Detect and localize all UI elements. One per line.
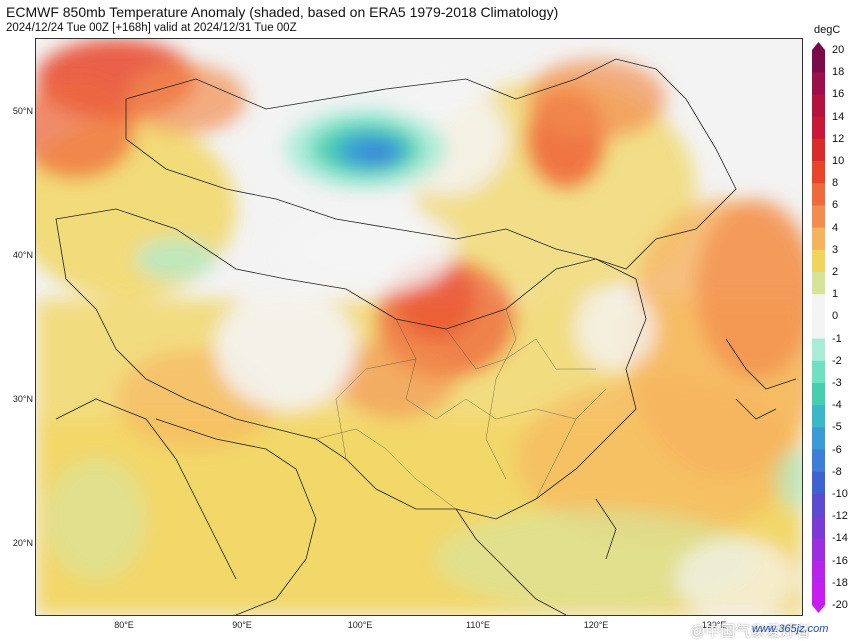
colorbar-tick-label: 1 (832, 288, 839, 301)
map-svg (36, 39, 802, 615)
colorbar-tick-label: 6 (832, 199, 839, 212)
colorbar-swatch (812, 494, 825, 517)
colorbar-swatch (812, 72, 825, 95)
lon-label-130e: 130°E (701, 620, 727, 630)
colorbar-tick-label: -4 (832, 399, 842, 412)
colorbar-swatch (812, 538, 825, 562)
site-watermark: www.365jz.com (752, 623, 829, 635)
colorbar-swatch (812, 272, 825, 295)
colorbar-swatch (812, 294, 825, 317)
temperature-anomaly-shading (36, 39, 802, 615)
country-borders (55, 58, 797, 615)
colorbar-tick-label: 0 (832, 310, 839, 323)
lat-label-30n: 30°N (12, 394, 33, 404)
colorbar-swatch (812, 227, 825, 251)
colorbar-swatch (812, 449, 825, 473)
colorbar-swatch (812, 161, 825, 184)
watermark-text: @中国气象爱好者 (690, 623, 811, 640)
lat-label-20n: 20°N (12, 538, 33, 548)
colorbar-swatch (812, 205, 825, 229)
colorbar-swatch (812, 116, 825, 140)
colorbar-swatch (812, 360, 825, 384)
colorbar-swatch (812, 582, 825, 606)
colorbar-swatch (812, 427, 825, 451)
lon-label-100e: 100°E (347, 620, 373, 630)
colorbar-tick-label: 18 (832, 66, 845, 79)
colorbar-swatch (812, 471, 825, 495)
colorbar-swatch (812, 94, 825, 118)
colorbar-tick-label: -1 (832, 332, 842, 345)
lon-label-80e: 80°E (114, 620, 134, 630)
colorbar-tick-label: -16 (832, 554, 848, 567)
colorbar-tick-label: -18 (832, 576, 848, 589)
colorbar-tick-label: 10 (832, 155, 845, 167)
colorbar-swatch (812, 338, 825, 362)
lat-label-40n: 40°N (12, 250, 33, 260)
colorbar-swatch (812, 138, 825, 162)
colorbar-tick-label: -8 (832, 465, 842, 478)
colorbar-unit: degC (814, 24, 841, 36)
colorbar-tick-label: 16 (832, 88, 845, 101)
colorbar-tick-label: 3 (832, 243, 839, 256)
province-borders (315, 308, 607, 510)
colorbar-tick-label: -3 (832, 377, 842, 389)
colorbar-tick-label: 8 (832, 177, 839, 190)
colorbar-tick-label: -20 (832, 599, 848, 611)
colorbar-tick-label: -6 (832, 443, 842, 456)
colorbar-top-arrow (812, 42, 825, 50)
colorbar-tick-label: -14 (832, 532, 848, 545)
lon-label-120e: 120°E (583, 620, 609, 630)
colorbar-swatch (812, 405, 825, 428)
colorbar-tick-label: -12 (832, 510, 848, 523)
colorbar-tick-label: 12 (832, 132, 845, 145)
colorbar-swatch (812, 50, 825, 73)
colorbar-tick-label: -10 (832, 488, 848, 500)
lon-label-90e: 90°E (232, 620, 252, 630)
weibo-icon (670, 622, 686, 638)
colorbar-bottom-arrow (812, 605, 825, 613)
colorbar-swatch (812, 383, 825, 406)
colorbar-tick-label: 4 (832, 221, 839, 234)
colorbar-tick-label: 14 (832, 110, 845, 123)
chart-title: ECMWF 850mb Temperature Anomaly (shaded,… (6, 4, 559, 20)
colorbar-tick-label: -5 (832, 421, 842, 434)
anomaly-map (35, 38, 803, 616)
lon-label-110e: 110°E (466, 620, 490, 630)
colorbar-swatch (812, 249, 825, 273)
colorbar (812, 42, 825, 613)
colorbar-swatch (812, 316, 825, 340)
colorbar-swatch (812, 516, 825, 539)
colorbar-swatch (812, 560, 825, 584)
chart-subtitle: 2024/12/24 Tue 00Z [+168h] valid at 2024… (6, 22, 297, 34)
lat-label-50n: 50°N (12, 106, 33, 116)
colorbar-tick-label: -2 (832, 354, 842, 367)
colorbar-tick-label: 2 (832, 266, 839, 278)
colorbar-tick-label: 20 (832, 44, 845, 56)
colorbar-swatch (812, 183, 825, 206)
